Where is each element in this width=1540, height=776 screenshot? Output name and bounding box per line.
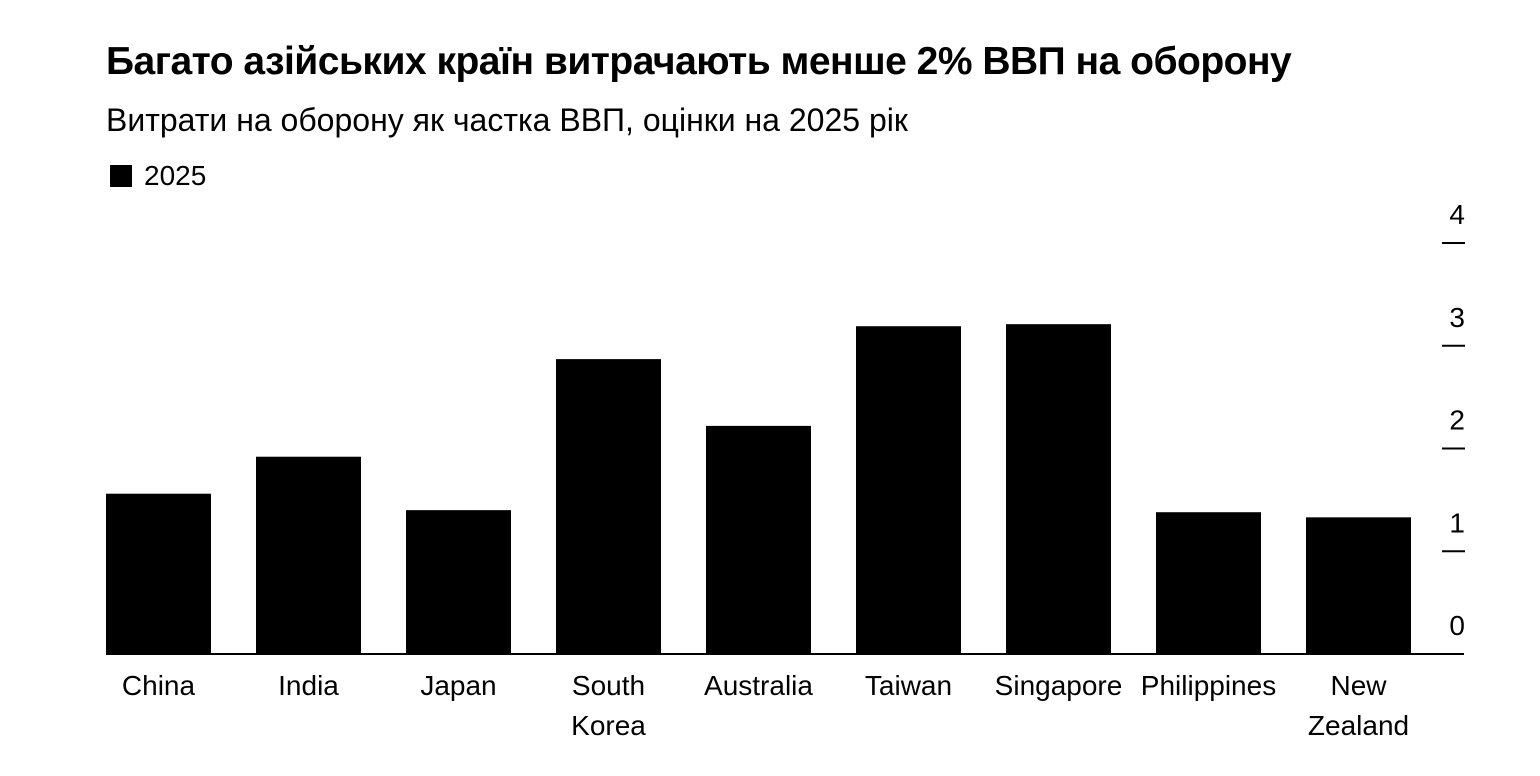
x-tick-label-2: Japan (420, 670, 496, 701)
y-tick-label-3: 3 (1449, 302, 1465, 333)
chart-title: Багато азійських країн витрачають менше … (106, 40, 1292, 83)
x-tick-label-7: Philippines (1141, 670, 1276, 701)
bars-group (106, 324, 1411, 654)
bar-1 (256, 456, 361, 654)
y-axis: 0 1 2 3 4 (1442, 199, 1465, 641)
x-tick-label-8: New Zealand (1308, 670, 1409, 741)
bar-8 (1306, 517, 1411, 654)
legend-swatch-2025 (110, 165, 132, 187)
x-tick-label-0: China (122, 670, 196, 701)
bar-7 (1156, 512, 1261, 654)
x-tick-label-1: India (278, 670, 339, 701)
x-tick-label-4: Australia (704, 670, 813, 701)
bar-5 (856, 326, 961, 654)
bar-4 (706, 425, 811, 654)
x-tick-label-3: South Korea (571, 670, 646, 741)
y-tick-label-1: 1 (1449, 507, 1465, 538)
bar-2 (406, 510, 511, 654)
legend: 2025 (110, 160, 206, 192)
bar-0 (106, 493, 211, 654)
bar-6 (1006, 324, 1111, 654)
legend-label-2025: 2025 (144, 160, 207, 191)
x-tick-label-5: Taiwan (865, 670, 952, 701)
x-tick-label-6: Singapore (995, 670, 1123, 701)
y-tick-label-0: 0 (1449, 610, 1465, 641)
bar-3 (556, 359, 661, 654)
y-tick-label-2: 2 (1449, 405, 1465, 436)
chart-subtitle: Витрати на оборону як частка ВВП, оцінки… (106, 102, 908, 138)
x-axis-labels: China India Japan South Korea Australia Taiwan… (122, 670, 1409, 741)
y-tick-label-4: 4 (1449, 199, 1465, 230)
